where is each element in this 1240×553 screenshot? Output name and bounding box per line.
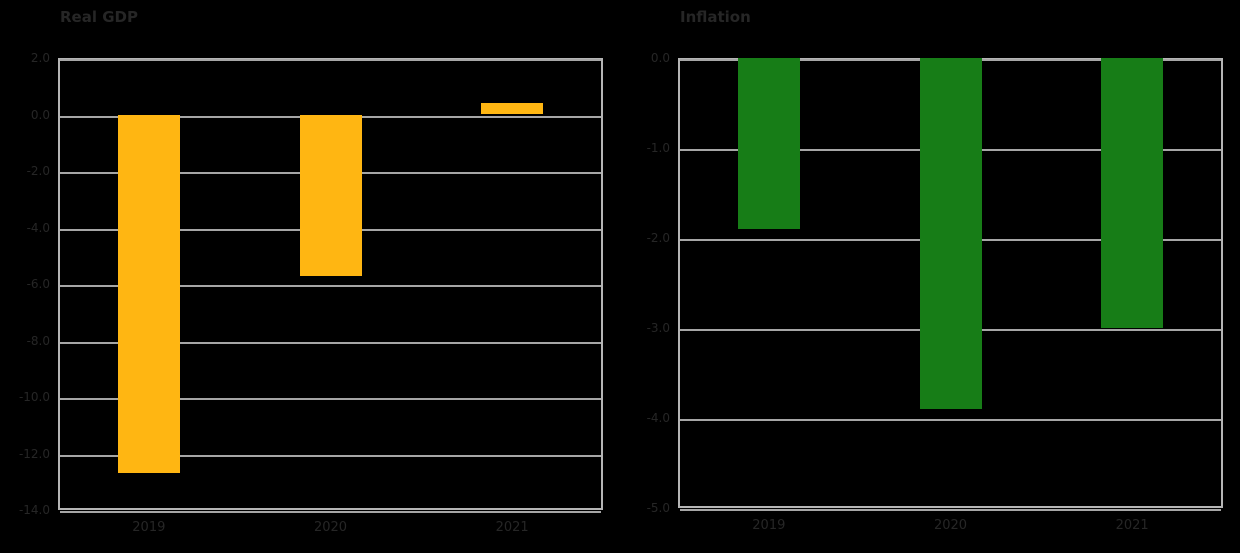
gridline	[60, 454, 601, 457]
chart-inflation: Inflation 0.0 -1.0 -2.0 -3.0 -4.0 -5.0 2019 20…	[620, 0, 1240, 553]
chart-title: Inflation	[680, 8, 751, 26]
gridline	[60, 285, 601, 287]
bar-2020	[299, 114, 362, 276]
y-tick-label: -1.0	[646, 141, 670, 155]
gridline	[60, 398, 601, 400]
bar-2019	[117, 114, 180, 474]
x-tick-label: 2019	[132, 520, 166, 535]
y-tick-label: -12.0	[18, 446, 50, 461]
y-tick-label: -10.0	[18, 390, 50, 404]
x-tick-label: 2021	[495, 520, 529, 535]
y-tick-label: -14.0	[18, 503, 50, 517]
x-tick-label: 2020	[933, 518, 968, 533]
bar-2019	[737, 58, 800, 229]
y-tick-label: -4.0	[646, 411, 670, 425]
y-tick-label: -2.0	[26, 164, 50, 178]
gridline	[680, 419, 1221, 421]
gridline	[60, 341, 601, 344]
y-tick-label: -3.0	[646, 321, 670, 335]
y-tick-label: -2.0	[646, 231, 670, 245]
x-tick-label: 2020	[313, 520, 348, 535]
bar-2021	[1101, 58, 1164, 328]
y-tick-label: -4.0	[26, 220, 50, 235]
x-tick-label: 2019	[752, 518, 786, 533]
gridline	[60, 511, 601, 513]
y-tick-label: 0.0	[650, 51, 670, 65]
chart-title: Real GDP	[60, 8, 138, 26]
gridline	[60, 59, 601, 61]
x-tick-label: 2021	[1115, 518, 1149, 533]
bar-2021	[481, 103, 544, 115]
y-tick-label: -5.0	[646, 501, 670, 515]
y-tick-label: 2.0	[30, 51, 50, 65]
y-tick-label: -8.0	[26, 333, 50, 348]
gridline	[680, 509, 1221, 511]
y-tick-label: 0.0	[30, 107, 50, 122]
chart-real-gdp: Real GDP 2.0 0.0 -2.0 -4.0 -6.0 -8.0 -10.0 -12.…	[18, 8, 603, 535]
y-tick-label: -6.0	[26, 277, 50, 291]
bar-2020	[919, 58, 982, 409]
